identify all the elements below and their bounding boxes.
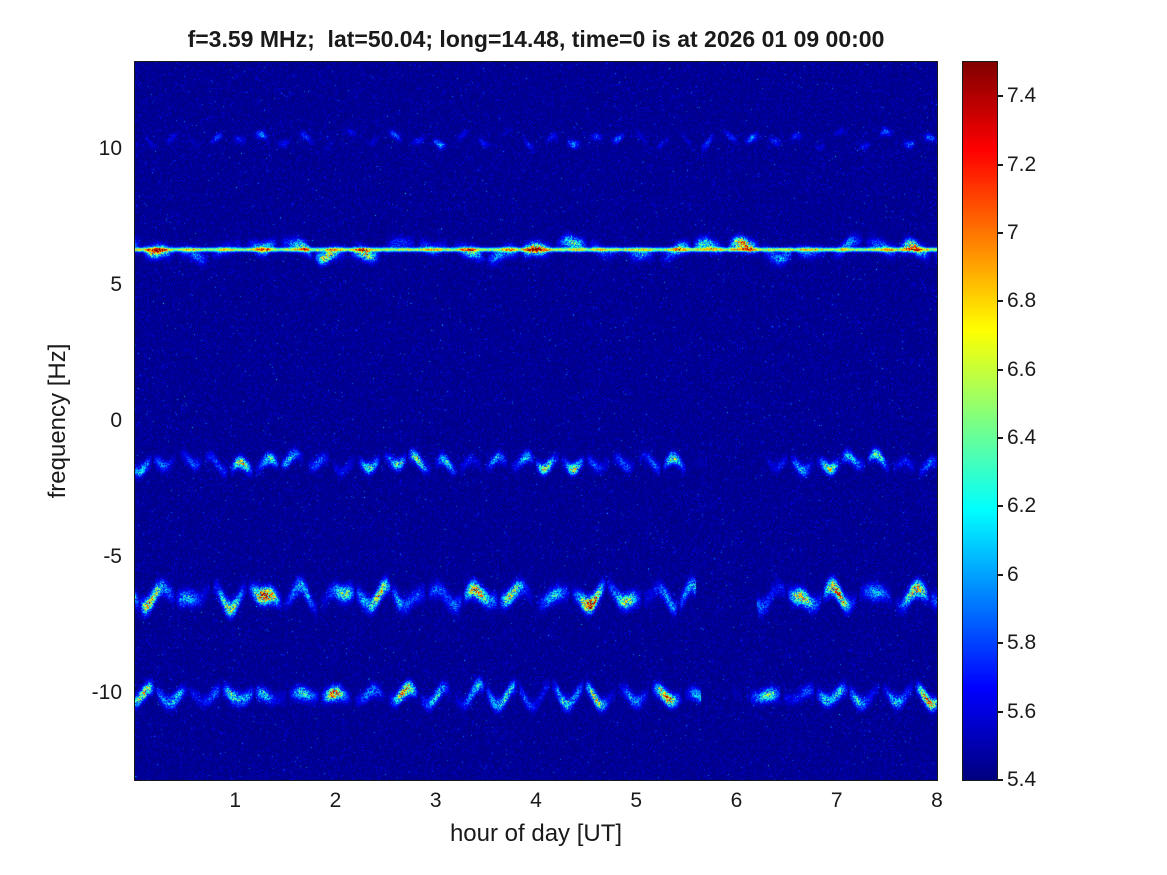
colorbar-tick-mark: [997, 368, 1003, 371]
colorbar-tick-label: 5.4: [1007, 768, 1037, 791]
colorbar-tick-mark: [997, 710, 1003, 713]
y-tick-label: -5: [103, 544, 122, 568]
colorbar-tick-mark: [997, 573, 1003, 576]
colorbar-tick-label: 6.2: [1007, 494, 1037, 518]
colorbar-tick-label: 6.8: [1007, 289, 1037, 313]
colorbar-tick-label: 5.8: [1007, 631, 1037, 655]
x-tick-label: 4: [530, 789, 542, 812]
x-tick-label: 1: [229, 789, 242, 812]
colorbar-tick-mark: [997, 95, 1003, 98]
colorbar-tick-mark: [997, 505, 1003, 508]
x-axis-label: hour of day [UT]: [449, 820, 623, 847]
colorbar: [962, 61, 998, 781]
x-tick-label: 7: [830, 789, 843, 812]
colorbar-tick-label: 6.4: [1007, 426, 1037, 450]
colorbar-tick-label: 7.2: [1007, 152, 1037, 176]
colorbar-tick-mark: [997, 779, 1003, 781]
colorbar-tick-mark: [997, 437, 1003, 440]
x-tick-label: 2: [329, 789, 342, 812]
x-tick-label: 6: [730, 789, 743, 812]
colorbar-tick-label: 7.4: [1007, 84, 1037, 108]
x-tick-label: 3: [429, 789, 442, 812]
y-axis-label: frequency [Hz]: [44, 343, 71, 499]
colorbar-tick-label: 6: [1007, 562, 1019, 586]
x-tick-label: 8: [931, 789, 943, 812]
colorbar-tick-mark: [997, 642, 1003, 645]
colorbar-tick-label: 6.6: [1007, 357, 1037, 381]
colorbar-tick-mark: [997, 231, 1003, 234]
colorbar-tick-mark: [997, 300, 1003, 303]
colorbar-tick-label: 7: [1007, 220, 1019, 244]
chart-title: f=3.59 MHz; lat=50.04; long=14.48, time=…: [187, 26, 885, 52]
y-tick-label: 0: [110, 409, 122, 432]
colorbar-tick-mark: [997, 163, 1003, 166]
y-tick-label: 5: [110, 273, 122, 296]
spectrogram-heatmap: [134, 61, 938, 781]
y-tick-label: -10: [91, 680, 122, 704]
x-tick-label: 5: [630, 789, 643, 812]
y-tick-label: 10: [98, 137, 122, 161]
colorbar-tick-label: 5.6: [1007, 699, 1037, 723]
